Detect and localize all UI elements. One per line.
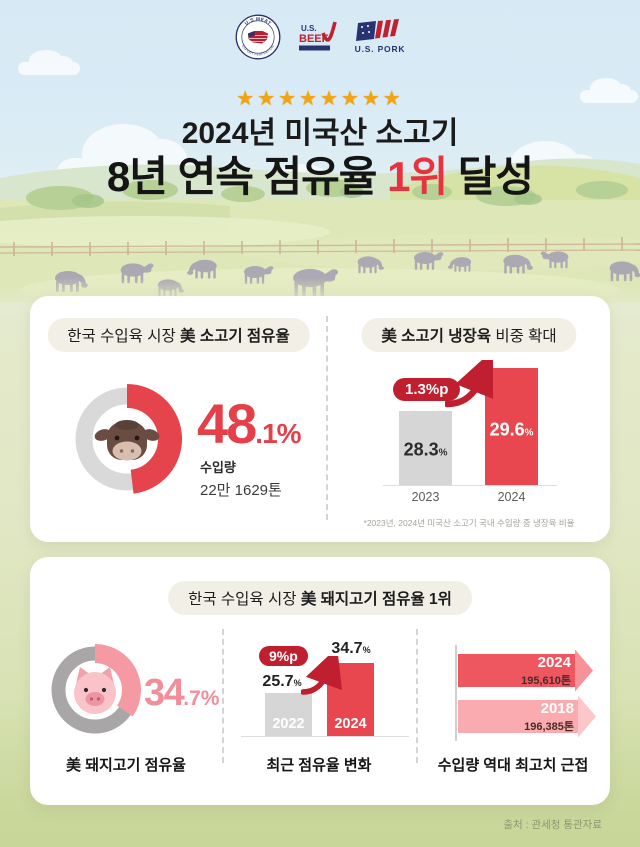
- beef-share-dec: .1%: [255, 418, 301, 449]
- volume-bar-2018-arrowhead-icon: [578, 695, 596, 738]
- beef-share-value: 48.1%: [197, 392, 302, 455]
- pork-up-arrow-icon: [301, 656, 342, 695]
- volume-bar-2024-arrowhead-icon: [575, 649, 593, 692]
- pork-bar-2024-unit: %: [362, 645, 371, 655]
- pork-bar-2022: 2022: [265, 693, 312, 736]
- star-row: ★★★★★★★★: [236, 88, 404, 110]
- usbeef-beef-text: BEEF: [299, 33, 329, 45]
- usbeef-check-swoosh: [321, 21, 337, 42]
- logo-row: U.S.MEAT EXPORT FEDERATION U.S. BEEF: [0, 14, 640, 60]
- pork-delta-badge: 9%p: [259, 646, 308, 666]
- pork-share-dec: .7%: [183, 687, 220, 710]
- volume-2024-year: 2024: [537, 654, 571, 671]
- pork-header-normal: 한국 수입육 시장: [188, 591, 301, 608]
- title-line2-pre: 8년 연속 점유율: [106, 153, 388, 200]
- volume-2024-tons: 195,610톤: [521, 674, 571, 687]
- pork-chart-axis: [241, 736, 409, 737]
- beef-bar-chart: 28.3% 29.6% 1.3%p 2023 2024: [383, 360, 557, 506]
- beef-bar-2024-unit: %: [524, 427, 534, 439]
- pork-year-2022: 2022: [272, 716, 305, 732]
- svg-text:U.S.MEAT: U.S.MEAT: [244, 16, 272, 26]
- beef-donut-arc: [126, 384, 182, 494]
- beef-chilled-header-normal: 비중 확대: [491, 328, 557, 345]
- beef-footnote: *2023년, 2024년 미국산 소고기 국내 수입량 중 냉장육 비율: [363, 518, 575, 528]
- beef-chart-axis: [383, 485, 557, 486]
- uspork-logo: U.S. PORK: [355, 19, 405, 54]
- beef-import-label: 수입량: [200, 460, 236, 475]
- beef-chilled-section: 美 소고기 냉장육 비중 확대 28.3% 29.6% 1.3%p 2023 2…: [328, 296, 610, 542]
- beef-bar-2023-value: 28.3: [403, 439, 439, 460]
- cloud-shape: [580, 78, 638, 103]
- cloud-shape: [18, 50, 80, 75]
- pork-volume-axis: [455, 645, 457, 741]
- beef-share-header-normal: 한국 수입육 시장: [67, 328, 181, 345]
- uspork-label: U.S. PORK: [355, 44, 405, 54]
- beef-chilled-header: 美 소고기 냉장육 비중 확대: [361, 318, 577, 352]
- pork-divider-1: [222, 629, 224, 763]
- uspork-flag-stripes: [375, 19, 399, 39]
- volume-bar-2024: 2024 195,610톤: [458, 649, 593, 692]
- beef-share-int: 48: [197, 392, 257, 455]
- beef-chilled-header-bold: 美 소고기 냉장육: [381, 328, 492, 345]
- beef-share-header-bold: 美 소고기 점유율: [180, 328, 290, 345]
- beef-up-arrow-icon: [445, 360, 493, 408]
- pork-header: 한국 수입육 시장 美 돼지고기 점유율 1위: [168, 581, 472, 615]
- pork-card: 한국 수입육 시장 美 돼지고기 점유율 1위 34.7% 美 돼지고기 점유율: [30, 557, 610, 805]
- pork-share-value: 34.7%: [144, 674, 219, 712]
- source-note: 출처 : 관세청 통관자료: [503, 819, 602, 831]
- pork-bar-2022-value: 25.7: [262, 673, 294, 690]
- title-line1: 2024년 미국산 소고기: [181, 117, 459, 150]
- title-line2-highlight: 1위: [387, 153, 448, 200]
- volume-2018-tons: 196,385톤: [524, 720, 574, 733]
- title-line2-post: 달성: [447, 153, 534, 200]
- beef-year-2023: 2023: [411, 490, 440, 504]
- volume-2018-year: 2018: [540, 700, 574, 717]
- usbeef-us-text: U.S.: [301, 24, 317, 33]
- pork-volume-label: 수입량 역대 최고치 근접: [437, 757, 589, 774]
- beef-donut-chart: [75, 384, 182, 494]
- pork-bar-chart: 25.7% 34.7% 2022 2024 9%p: [241, 640, 409, 740]
- pig-face-icon: [74, 667, 116, 714]
- title-line2: 8년 연속 점유율 1위 달성: [0, 143, 640, 204]
- pork-share-int: 34: [144, 672, 185, 714]
- pork-change-label: 최근 점유율 변화: [266, 757, 372, 774]
- beef-import-volume: 수입량 22만 1629톤: [200, 457, 282, 500]
- beef-import-value: 22만 1629톤: [200, 482, 282, 499]
- pork-share-label: 美 돼지고기 점유율: [66, 757, 186, 774]
- usmef-logo: U.S.MEAT EXPORT FEDERATION: [235, 14, 281, 60]
- beef-delta-badge: 1.3%p: [393, 378, 461, 401]
- usmef-arc-top-text: U.S.MEAT: [244, 16, 272, 26]
- pork-bar-2024-value: 34.7: [331, 640, 363, 657]
- pork-year-2024: 2024: [334, 716, 367, 732]
- fence: [0, 237, 640, 256]
- pork-donut-chart: [51, 644, 141, 734]
- beef-share-header: 한국 수입육 시장 美 소고기 점유율: [47, 318, 310, 352]
- pork-header-bold: 美 돼지고기 점유율 1위: [300, 591, 452, 608]
- pork-bar-2022-unit: %: [293, 678, 302, 688]
- uspork-flag-canton: [356, 21, 376, 41]
- beef-bar-2024-value: 29.6: [489, 419, 525, 440]
- beef-bar-2024: 29.6%: [485, 368, 538, 485]
- pork-donut-arc: [94, 644, 141, 717]
- usbeef-logo: U.S. BEEF: [299, 21, 337, 51]
- beef-card-divider: [326, 316, 328, 520]
- usbeef-tagline-bar: [299, 45, 330, 51]
- beef-card: 한국 수입육 시장 美 소고기 점유율 48.1%: [30, 296, 610, 542]
- cow-face-icon: [94, 420, 160, 461]
- beef-share-section: 한국 수입육 시장 美 소고기 점유율 48.1%: [30, 296, 327, 542]
- pork-volume-chart: 2024 195,610톤 2018 196,385톤: [455, 645, 630, 741]
- pork-divider-2: [416, 629, 418, 763]
- beef-bar-2023-unit: %: [438, 447, 448, 459]
- volume-bar-2018: 2018 196,385톤: [458, 695, 596, 738]
- beef-year-2024: 2024: [497, 490, 526, 504]
- beef-bar-2023: 28.3%: [399, 411, 452, 485]
